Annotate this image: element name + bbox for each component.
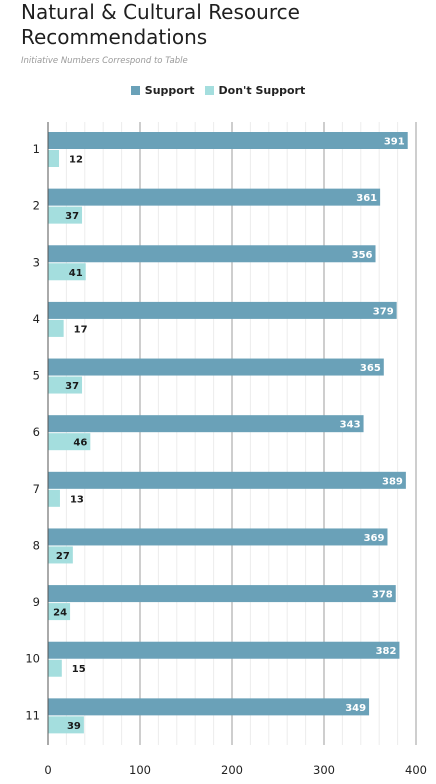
- bar-dont-support: [48, 546, 73, 564]
- data-label-support: 343: [340, 420, 361, 431]
- bar-dont-support: [48, 716, 84, 734]
- data-label-dont-support: 37: [65, 211, 79, 222]
- bar-dont-support: [48, 150, 60, 167]
- category-label: 1: [33, 142, 40, 156]
- legend: Support Don't Support: [0, 84, 436, 97]
- bar-support: [48, 358, 384, 376]
- data-label-dont-support: 27: [56, 551, 70, 562]
- category-label: 11: [25, 708, 40, 722]
- category-label: 10: [25, 652, 40, 666]
- data-label-support: 349: [345, 703, 366, 714]
- bar-support: [48, 641, 400, 659]
- data-label-support: 382: [376, 646, 397, 657]
- bar-support: [48, 528, 388, 546]
- category-label: 9: [33, 595, 40, 609]
- legend-item-dont-support[interactable]: Don't Support: [204, 84, 306, 97]
- bar-dont-support: [48, 376, 83, 394]
- bar-support: [48, 415, 364, 433]
- bar-dont-support: [48, 263, 86, 281]
- legend-swatch-dont-support: [204, 86, 214, 95]
- data-label-support: 389: [382, 476, 403, 487]
- category-label: 8: [33, 538, 40, 552]
- data-label-dont-support: 17: [74, 324, 88, 335]
- data-label-dont-support: 12: [69, 155, 83, 166]
- bar-dont-support: [48, 489, 60, 507]
- data-label-support: 379: [373, 306, 394, 317]
- data-label-support: 391: [384, 137, 405, 148]
- data-label-dont-support: 15: [72, 664, 86, 675]
- data-label-dont-support: 39: [67, 721, 81, 732]
- data-label-support: 356: [352, 250, 373, 261]
- chart-subtitle: Initiative Numbers Correspond to Table: [21, 56, 188, 66]
- data-label-dont-support: 24: [53, 608, 67, 619]
- category-label: 6: [33, 425, 40, 439]
- data-label-support: 361: [356, 193, 377, 204]
- data-label-dont-support: 13: [70, 494, 84, 505]
- bar-dont-support: [48, 319, 64, 337]
- data-label-dont-support: 46: [73, 438, 87, 449]
- category-label: 7: [33, 482, 40, 496]
- bar-support: [48, 188, 381, 206]
- data-label-support: 369: [364, 533, 385, 544]
- chart-title: Natural & Cultural Resource Recommendati…: [21, 0, 300, 49]
- category-label: 2: [33, 199, 40, 213]
- x-tick-label: 200: [221, 763, 243, 777]
- legend-swatch-support: [130, 86, 140, 95]
- bar-dont-support: [48, 206, 83, 224]
- data-label-dont-support: 41: [69, 268, 83, 279]
- bar-support: [48, 245, 376, 263]
- x-tick-label: 400: [405, 763, 427, 777]
- bar-support: [48, 698, 370, 716]
- bar-support: [48, 471, 406, 489]
- legend-label-dont-support: Don't Support: [218, 84, 306, 97]
- x-tick-label: 300: [313, 763, 335, 777]
- data-label-dont-support: 37: [65, 381, 79, 392]
- legend-item-support[interactable]: Support: [130, 84, 195, 97]
- category-label: 3: [33, 255, 40, 269]
- bar-support: [48, 132, 408, 149]
- bar-dont-support: [48, 433, 91, 451]
- data-label-support: 365: [360, 363, 381, 374]
- bar-dont-support: [48, 603, 71, 621]
- category-label: 4: [33, 312, 40, 326]
- x-tick-label: 100: [129, 763, 151, 777]
- bar-dont-support: [48, 659, 62, 677]
- data-label-support: 378: [372, 590, 393, 601]
- bar-support: [48, 301, 397, 319]
- bar-support: [48, 585, 396, 603]
- x-tick-label: 0: [44, 763, 51, 777]
- category-label: 5: [33, 369, 40, 383]
- legend-label-support: Support: [144, 84, 195, 97]
